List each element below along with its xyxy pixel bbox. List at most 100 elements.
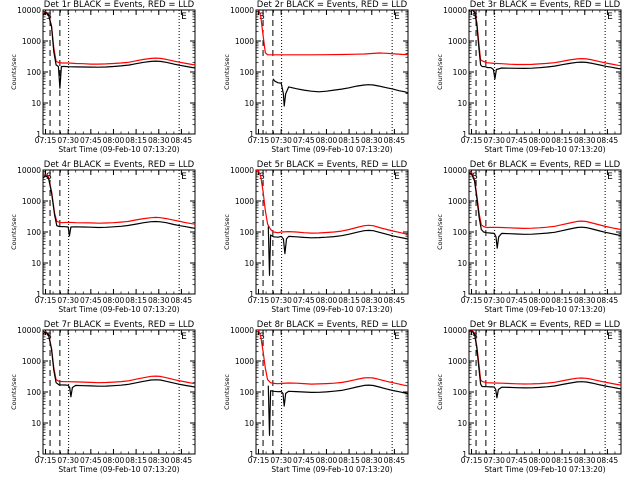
chart-title: Det 3r BLACK = Events, RED = LLD <box>470 0 621 10</box>
x-tick-label: 07:15 <box>461 456 483 465</box>
y-tick-label: 10000 <box>230 6 254 15</box>
chart-panel-9: Det 9r BLACK = Events, RED = LLD Counts/s… <box>436 320 622 474</box>
y-tick-label: 10000 <box>443 326 467 335</box>
x-tick-label: 08:30 <box>361 296 383 305</box>
lld-rate-line <box>469 170 621 231</box>
data-series-group <box>257 330 408 436</box>
data-series-group <box>43 10 195 89</box>
x-tick-label: 08:45 <box>597 296 619 305</box>
y-tick-label: 10 <box>244 259 254 268</box>
event-rate-line <box>43 11 195 89</box>
y-tick-label: 100 <box>27 68 42 77</box>
y-tick-label: 10000 <box>443 166 467 175</box>
x-tick-label: 07:45 <box>80 296 102 305</box>
y-tick-label: 1000 <box>22 197 41 206</box>
x-tick-label: 08:15 <box>551 296 573 305</box>
chart-title: Det 2r BLACK = Events, RED = LLD <box>257 0 408 10</box>
x-tick-label: 08:00 <box>316 456 338 465</box>
y-tick-label: 100 <box>453 68 468 77</box>
x-tick-label: 08:30 <box>574 456 596 465</box>
x-tick-label: 07:15 <box>35 136 57 145</box>
y-axis-label: Counts/sec <box>436 214 444 250</box>
x-tick-label: 08:00 <box>529 136 551 145</box>
x-tick-label: 07:15 <box>461 296 483 305</box>
y-tick-label: 1000 <box>22 37 41 46</box>
data-series-group <box>43 174 195 237</box>
x-tick-label: 07:45 <box>80 456 102 465</box>
x-axis-label: Start Time (09-Feb-10 07:13:20) <box>271 305 392 314</box>
x-tick-label: 07:15 <box>248 296 270 305</box>
chart-title: Det 6r BLACK = Events, RED = LLD <box>470 160 621 170</box>
y-tick-label: 1 <box>36 130 41 139</box>
x-tick-label: 08:15 <box>125 456 147 465</box>
x-tick-label: 08:30 <box>148 136 170 145</box>
chart-panel-5: Det 5r BLACK = Events, RED = LLD Counts/s… <box>223 160 409 314</box>
event-rate-line <box>267 384 408 436</box>
event-rate-line <box>469 330 621 399</box>
data-series-group <box>469 10 621 80</box>
y-tick-label: 10000 <box>443 6 467 15</box>
x-tick-label: 07:45 <box>293 136 315 145</box>
data-series-group <box>258 10 408 107</box>
data-series-group <box>469 170 621 249</box>
x-tick-label: 08:15 <box>338 296 360 305</box>
x-axis-label: Start Time (09-Feb-10 07:13:20) <box>58 145 179 154</box>
marker-label-s: S <box>472 172 478 182</box>
y-tick-label: 10 <box>244 419 254 428</box>
chart-panel-3: Det 3r BLACK = Events, RED = LLD Counts/s… <box>436 0 622 154</box>
event-rate-line <box>267 226 408 276</box>
x-tick-label: 07:15 <box>35 296 57 305</box>
event-rate-line <box>469 172 621 249</box>
marker-label: E <box>394 332 400 342</box>
x-tick-label: 08:45 <box>171 296 193 305</box>
marker-label-s: S <box>259 332 265 342</box>
x-tick-label: 08:00 <box>316 296 338 305</box>
y-axis-label: Counts/sec <box>10 214 18 250</box>
x-axis-label: Start Time (09-Feb-10 07:13:20) <box>271 465 392 474</box>
y-tick-label: 10000 <box>230 166 254 175</box>
y-tick-label: 10 <box>31 419 41 428</box>
x-tick-label: 08:15 <box>338 456 360 465</box>
marker-label: E <box>607 332 613 342</box>
x-tick-label: 07:15 <box>248 456 270 465</box>
y-tick-label: 1000 <box>235 197 254 206</box>
y-tick-label: 1 <box>249 450 254 459</box>
x-tick-label: 08:15 <box>125 136 147 145</box>
x-tick-label: 08:30 <box>361 136 383 145</box>
y-tick-label: 10000 <box>17 6 41 15</box>
x-axis-label: Start Time (09-Feb-10 07:13:20) <box>484 465 605 474</box>
x-tick-label: 07:15 <box>248 136 270 145</box>
x-tick-label: 08:45 <box>384 296 406 305</box>
marker-label: E <box>394 172 400 182</box>
y-tick-label: 10000 <box>17 166 41 175</box>
marker-label: E <box>394 12 400 22</box>
chart-title: Det 9r BLACK = Events, RED = LLD <box>470 320 621 330</box>
x-tick-label: 08:00 <box>103 296 125 305</box>
chart-title: Det 1r BLACK = Events, RED = LLD <box>44 0 195 10</box>
y-axis-label: Counts/sec <box>223 54 231 90</box>
y-tick-label: 10000 <box>230 326 254 335</box>
y-tick-label: 100 <box>240 228 255 237</box>
lld-rate-line <box>43 10 195 66</box>
y-axis-label: Counts/sec <box>436 54 444 90</box>
chart-panel-4: Det 4r BLACK = Events, RED = LLD Counts/s… <box>10 160 196 314</box>
marker-label: E <box>181 332 187 342</box>
x-tick-label: 07:45 <box>80 136 102 145</box>
x-tick-label: 07:15 <box>461 136 483 145</box>
y-tick-label: 10000 <box>17 326 41 335</box>
x-tick-label: 07:45 <box>506 136 528 145</box>
y-tick-label: 1 <box>462 450 467 459</box>
y-tick-label: 1000 <box>448 37 467 46</box>
marker-label: E <box>607 12 613 22</box>
x-tick-label: 07:30 <box>270 296 292 305</box>
y-tick-label: 100 <box>27 228 42 237</box>
x-axis-label: Start Time (09-Feb-10 07:13:20) <box>484 145 605 154</box>
y-tick-label: 1000 <box>235 37 254 46</box>
y-tick-label: 1 <box>36 290 41 299</box>
x-tick-label: 08:00 <box>529 456 551 465</box>
x-tick-label: 08:00 <box>103 456 125 465</box>
x-axis-label: Start Time (09-Feb-10 07:13:20) <box>271 145 392 154</box>
x-tick-label: 08:45 <box>384 136 406 145</box>
x-tick-label: 07:45 <box>506 456 528 465</box>
x-tick-label: 08:30 <box>361 456 383 465</box>
